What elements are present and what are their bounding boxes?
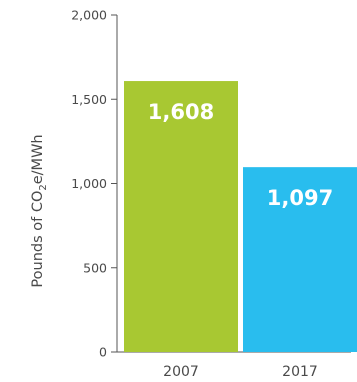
y-axis-title: Pounds of CO2e/MWh — [30, 134, 49, 287]
y-axis-title-rest: e/MWh — [30, 134, 46, 184]
x-axis-labels: 2007 2017 — [163, 364, 318, 380]
y-axis: 0 500 1,000 1,500 2,000 — [71, 8, 351, 360]
y-tick-label-2000: 2,000 — [71, 8, 107, 23]
data-label-2017: 1,097 — [267, 186, 333, 210]
bars: 1,608 1,097 — [124, 81, 357, 352]
y-tick-label-1000: 1,000 — [71, 176, 107, 191]
x-tick-label-2007: 2007 — [163, 364, 199, 380]
y-tick-label-0: 0 — [99, 345, 107, 360]
data-label-2007: 1,608 — [148, 100, 214, 124]
y-tick-label-500: 500 — [83, 260, 107, 275]
y-axis-title-subscript: 2 — [38, 184, 49, 190]
bar-2007 — [124, 81, 238, 352]
bar-2017 — [243, 167, 357, 352]
x-tick-label-2017: 2017 — [282, 364, 318, 380]
y-axis-title-main: Pounds of CO — [30, 191, 46, 288]
y-tick-label-1500: 1,500 — [71, 92, 107, 107]
